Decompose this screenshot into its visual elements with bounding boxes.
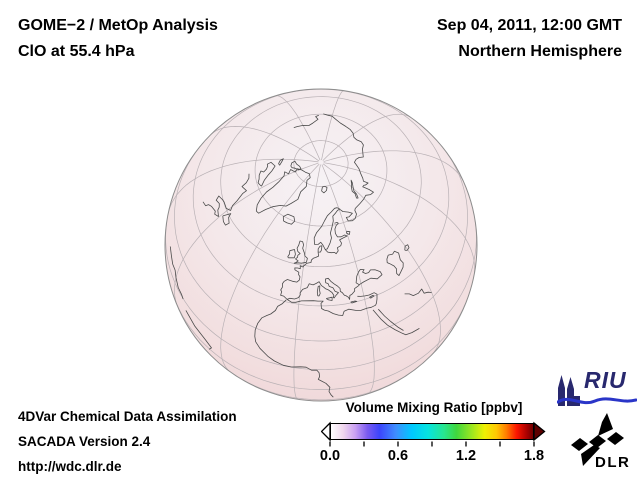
credit-line-2: SACADA Version 2.4 <box>18 434 151 449</box>
dlr-logo-text: DLR <box>595 454 631 471</box>
plot-datetime: Sep 04, 2011, 12:00 GMT <box>437 17 622 34</box>
globe-map <box>164 88 478 402</box>
header-right: Sep 04, 2011, 12:00 GMT Northern Hemisph… <box>437 13 622 65</box>
dlr-logo: DLR <box>563 411 637 477</box>
colorbar-tick-label: 1.2 <box>455 448 477 464</box>
globe-svg <box>164 88 478 402</box>
riu-wave-icon <box>557 397 637 405</box>
credit-line-1: 4DVar Chemical Data Assimilation <box>18 409 237 424</box>
colorbar-label: Volume Mixing Ratio [ppbv] <box>345 400 523 415</box>
colorbar: Volume Mixing Ratio [ppbv] 0.0 0.6 1.2 1.8 <box>320 400 547 470</box>
credits: 4DVar Chemical Data Assimilation SACADA … <box>18 404 237 479</box>
colorbar-tick-labels: 0.0 0.6 1.2 1.8 <box>320 448 547 466</box>
colorbar-tick-label: 0.6 <box>387 448 409 464</box>
plot-subtitle: ClO at 55.4 hPa <box>18 43 135 60</box>
plot-title: GOME−2 / MetOp Analysis <box>18 17 218 34</box>
riu-logo: RIU <box>557 367 639 411</box>
riu-logo-text: RIU <box>584 367 627 393</box>
plot-region: Northern Hemisphere <box>458 43 622 60</box>
dlr-emblem-icon <box>571 413 624 466</box>
credit-line-3: http://wdc.dlr.de <box>18 459 122 474</box>
colorbar-tick-label: 1.8 <box>523 448 545 464</box>
colorbar-tick-label: 0.0 <box>319 448 341 464</box>
header-left: GOME−2 / MetOp Analysis ClO at 55.4 hPa <box>18 13 218 65</box>
colorbar-arrows-and-ticks <box>321 421 546 447</box>
